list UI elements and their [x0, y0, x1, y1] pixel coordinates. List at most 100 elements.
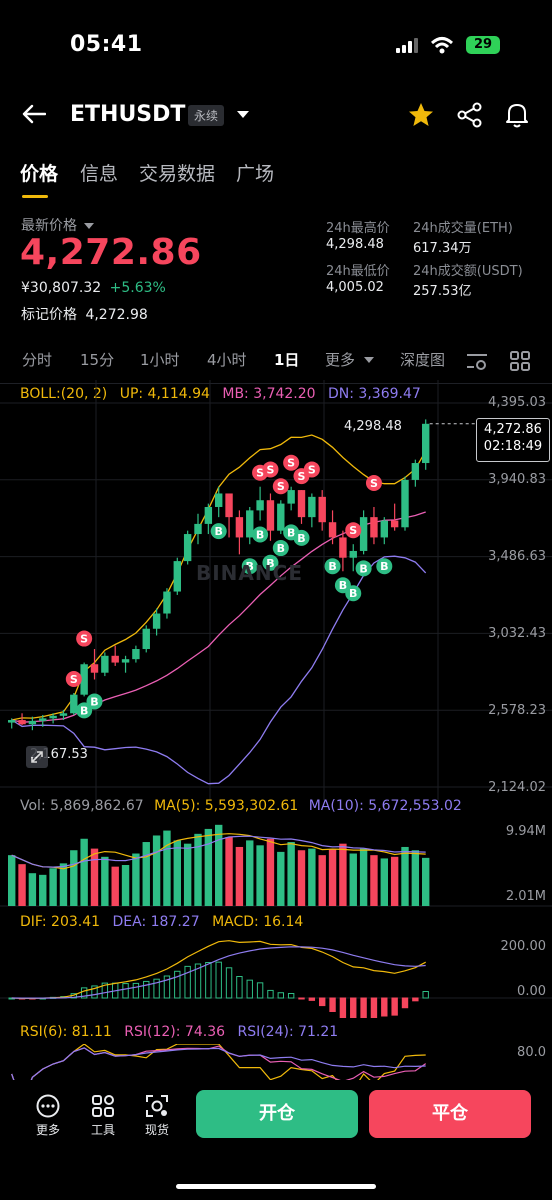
- back-icon[interactable]: [22, 104, 46, 124]
- interval-1h[interactable]: 1小时: [140, 351, 180, 369]
- volume-bar: [349, 853, 357, 906]
- macd-value: MACD: 16.14: [212, 914, 304, 930]
- sell-signal-label: S: [308, 463, 316, 476]
- macd-histogram-bar: [153, 978, 160, 999]
- macd-chart[interactable]: [0, 932, 552, 1018]
- candle-body: [401, 479, 409, 528]
- home-indicator: [176, 1184, 376, 1189]
- cny-price-row: ¥30,807.32 +5.63%: [21, 280, 166, 296]
- depth-chart-tab[interactable]: 深度图: [400, 351, 446, 369]
- candle-body: [266, 500, 275, 531]
- macd-histogram-bar: [246, 979, 253, 999]
- star-icon[interactable]: [408, 102, 434, 128]
- buy-signal-label: B: [266, 557, 274, 570]
- chevron-down-icon: [84, 222, 95, 229]
- buy-signal-label: B: [277, 542, 285, 555]
- candle-body: [339, 537, 347, 558]
- volume-bar: [90, 848, 99, 906]
- macd-histogram-bar: [319, 997, 326, 1007]
- boll-mb: MB: 3,742.20: [222, 386, 316, 402]
- interval-line[interactable]: 分时: [22, 351, 53, 369]
- tools-button[interactable]: 工具: [83, 1094, 123, 1138]
- symbol-title[interactable]: ETHUSDT: [70, 102, 186, 127]
- candle-body: [18, 720, 26, 725]
- buy-signal-marker: [252, 526, 269, 543]
- sell-signal-marker: [262, 461, 279, 478]
- interval-4h[interactable]: 4小时: [207, 351, 247, 369]
- signal-icon: [396, 38, 418, 53]
- macd-histogram-bar: [174, 970, 181, 999]
- volume-bar: [183, 843, 192, 906]
- high-value: 4,298.48: [326, 237, 384, 252]
- open-position-button[interactable]: 开仓: [196, 1090, 358, 1138]
- volume-bar: [411, 850, 420, 906]
- interval-bar: 分时 15分 1小时 4小时 1日 更多 深度图: [0, 345, 552, 377]
- buy-signal-label: B: [215, 525, 223, 538]
- low-label: 24h最低价: [326, 264, 390, 279]
- macd-dif: DIF: 203.41: [20, 914, 101, 930]
- volume-bar: [256, 845, 264, 906]
- chevron-down-icon[interactable]: [236, 110, 250, 120]
- candle-body: [390, 520, 399, 528]
- candle-body: [111, 655, 119, 663]
- volume-bar: [101, 856, 109, 906]
- macd-histogram-bar: [401, 997, 409, 1009]
- candle-body: [287, 490, 295, 504]
- buy-signal-marker: [345, 585, 362, 602]
- rsi24-line: [11, 1047, 426, 1080]
- sell-signal-marker: [303, 461, 320, 478]
- volume-bar: [39, 874, 47, 906]
- volume-bar: [49, 868, 57, 906]
- volume-bar: [70, 850, 78, 906]
- macd-histogram-bar: [205, 961, 212, 999]
- volume-chart[interactable]: [0, 818, 552, 908]
- interval-15m[interactable]: 15分: [80, 351, 115, 369]
- interval-more[interactable]: 更多: [325, 349, 374, 370]
- macd-histogram-bar: [329, 997, 336, 1012]
- candle-body: [318, 496, 326, 523]
- more-button[interactable]: 更多: [28, 1094, 68, 1138]
- candle-body: [246, 510, 254, 538]
- layout-grid-icon[interactable]: [510, 351, 530, 371]
- tab-square[interactable]: 广场: [236, 163, 275, 185]
- candle-body: [194, 523, 202, 535]
- macd-dea: DEA: 187.27: [112, 914, 200, 930]
- sell-signal-marker: [65, 670, 82, 687]
- macd-histogram-bar: [370, 997, 378, 1018]
- fullscreen-icon[interactable]: [26, 746, 48, 768]
- wifi-icon: [430, 37, 454, 54]
- bell-icon[interactable]: [505, 101, 529, 129]
- candle-body: [132, 649, 140, 660]
- volume-legend: Vol: 5,869,862.67 MA(5): 5,593,302.61 MA…: [20, 798, 462, 814]
- close-position-button[interactable]: 平仓: [369, 1090, 531, 1138]
- volume-bar: [380, 858, 388, 906]
- cny-price: ¥30,807.32: [21, 280, 102, 296]
- buy-signal-label: B: [297, 532, 305, 545]
- macd-histogram-bar: [308, 997, 316, 1001]
- macd-histogram-bar: [267, 989, 274, 999]
- tab-info[interactable]: 信息: [80, 163, 119, 185]
- rsi-chart[interactable]: [0, 1044, 552, 1080]
- boll-params: BOLL:(20, 2): [20, 386, 108, 402]
- interval-1d[interactable]: 1日: [274, 351, 300, 369]
- volume-bar: [359, 848, 368, 906]
- macd-histogram-bar: [360, 997, 367, 1018]
- macd-histogram-bar: [194, 963, 202, 999]
- buy-signal-label: B: [339, 579, 347, 592]
- tab-trading-data[interactable]: 交易数据: [139, 163, 216, 185]
- tab-price[interactable]: 价格: [20, 163, 59, 185]
- buy-signal-marker: [355, 560, 372, 577]
- volume-bar: [121, 865, 130, 906]
- share-icon[interactable]: [457, 102, 483, 128]
- sell-signal-label: S: [370, 477, 378, 490]
- indicator-settings-icon[interactable]: [466, 351, 488, 371]
- axis-label-1: 3,940.83: [488, 472, 546, 487]
- spot-button[interactable]: 现货: [137, 1094, 177, 1138]
- volume-bar: [204, 828, 213, 906]
- volume-bar: [422, 857, 430, 906]
- volume-bar: [80, 838, 88, 906]
- sell-signal-label: S: [256, 467, 264, 480]
- macd-histogram-bar: [91, 985, 98, 999]
- latest-price-label[interactable]: 最新价格: [21, 215, 95, 235]
